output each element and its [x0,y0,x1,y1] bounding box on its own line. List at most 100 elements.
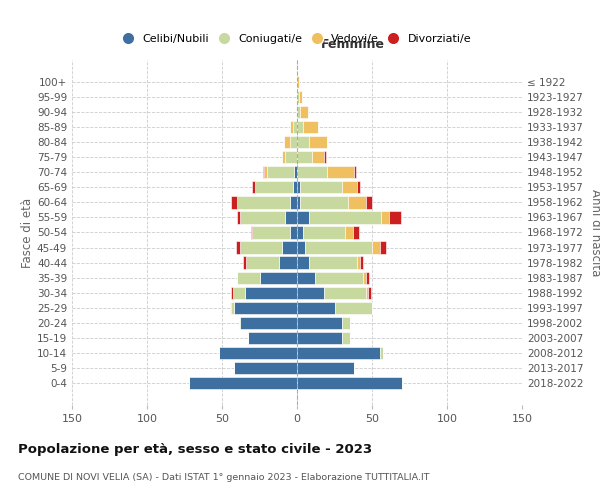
Bar [264,166,267,178]
Bar [297,316,342,329]
Bar [252,226,290,238]
Bar [348,196,366,208]
Text: Femmine: Femmine [321,38,385,52]
Bar [342,332,349,344]
Bar [297,181,300,194]
Y-axis label: Anni di nascita: Anni di nascita [589,189,600,276]
Bar [251,226,252,238]
Bar [290,121,293,133]
Bar [235,242,240,254]
Bar [297,106,300,118]
Text: COMUNE DI NOVI VELIA (SA) - Dati ISTAT 1° gennaio 2023 - Elaborazione TUTTITALIA: COMUNE DI NOVI VELIA (SA) - Dati ISTAT 1… [18,472,430,482]
Bar [290,196,297,208]
Bar [354,166,355,178]
Bar [297,76,299,88]
Bar [381,212,389,224]
Bar [342,181,357,194]
Bar [237,212,240,224]
Bar [284,136,290,148]
Bar [239,316,240,329]
Bar [240,212,285,224]
Bar [297,121,303,133]
Bar [297,196,300,208]
Bar [363,272,366,284]
Bar [297,212,309,224]
Bar [297,226,303,238]
Bar [309,136,327,148]
Bar [285,151,297,164]
Text: Popolazione per età, sesso e stato civile - 2023: Popolazione per età, sesso e stato civil… [18,442,372,456]
Bar [296,106,297,118]
Bar [231,302,234,314]
Bar [367,286,371,299]
Bar [282,151,285,164]
Bar [342,316,349,329]
Bar [294,166,297,178]
Bar [293,181,297,194]
Bar [290,226,297,238]
Bar [297,90,299,103]
Bar [303,226,345,238]
Bar [297,151,312,164]
Bar [240,242,282,254]
Bar [255,181,293,194]
Bar [231,196,237,208]
Bar [285,212,297,224]
Bar [297,166,327,178]
Bar [267,166,294,178]
Bar [245,286,297,299]
Bar [189,377,297,390]
Bar [297,302,335,314]
Bar [240,316,297,329]
Bar [345,226,353,238]
Bar [372,242,380,254]
Bar [324,151,325,164]
Bar [305,242,372,254]
Bar [380,242,386,254]
Bar [357,181,360,194]
Bar [366,286,367,299]
Bar [366,272,369,284]
Bar [299,90,302,103]
Bar [252,181,255,194]
Bar [293,121,297,133]
Bar [229,302,231,314]
Bar [297,256,309,269]
Bar [297,362,354,374]
Legend: Celibi/Nubili, Coniugati/e, Vedovi/e, Divorziati/e: Celibi/Nubili, Coniugati/e, Vedovi/e, Di… [121,31,473,46]
Bar [219,347,297,359]
Bar [297,286,324,299]
Bar [237,272,260,284]
Bar [297,377,402,390]
Bar [303,121,318,133]
Bar [233,286,245,299]
Bar [297,242,305,254]
Bar [366,196,372,208]
Bar [380,347,383,359]
Bar [389,212,401,224]
Y-axis label: Fasce di età: Fasce di età [21,198,34,268]
Bar [309,212,381,224]
Bar [234,362,297,374]
Bar [279,256,297,269]
Bar [315,272,363,284]
Bar [246,256,279,269]
Bar [300,181,342,194]
Bar [335,302,372,314]
Bar [324,286,366,299]
Bar [248,332,297,344]
Bar [300,196,348,208]
Bar [243,256,246,269]
Bar [260,272,297,284]
Bar [297,136,309,148]
Bar [300,106,308,118]
Bar [309,256,357,269]
Bar [234,302,297,314]
Bar [290,136,297,148]
Bar [312,151,324,164]
Bar [231,286,233,299]
Bar [353,226,359,238]
Bar [360,256,363,269]
Bar [297,272,315,284]
Bar [327,166,354,178]
